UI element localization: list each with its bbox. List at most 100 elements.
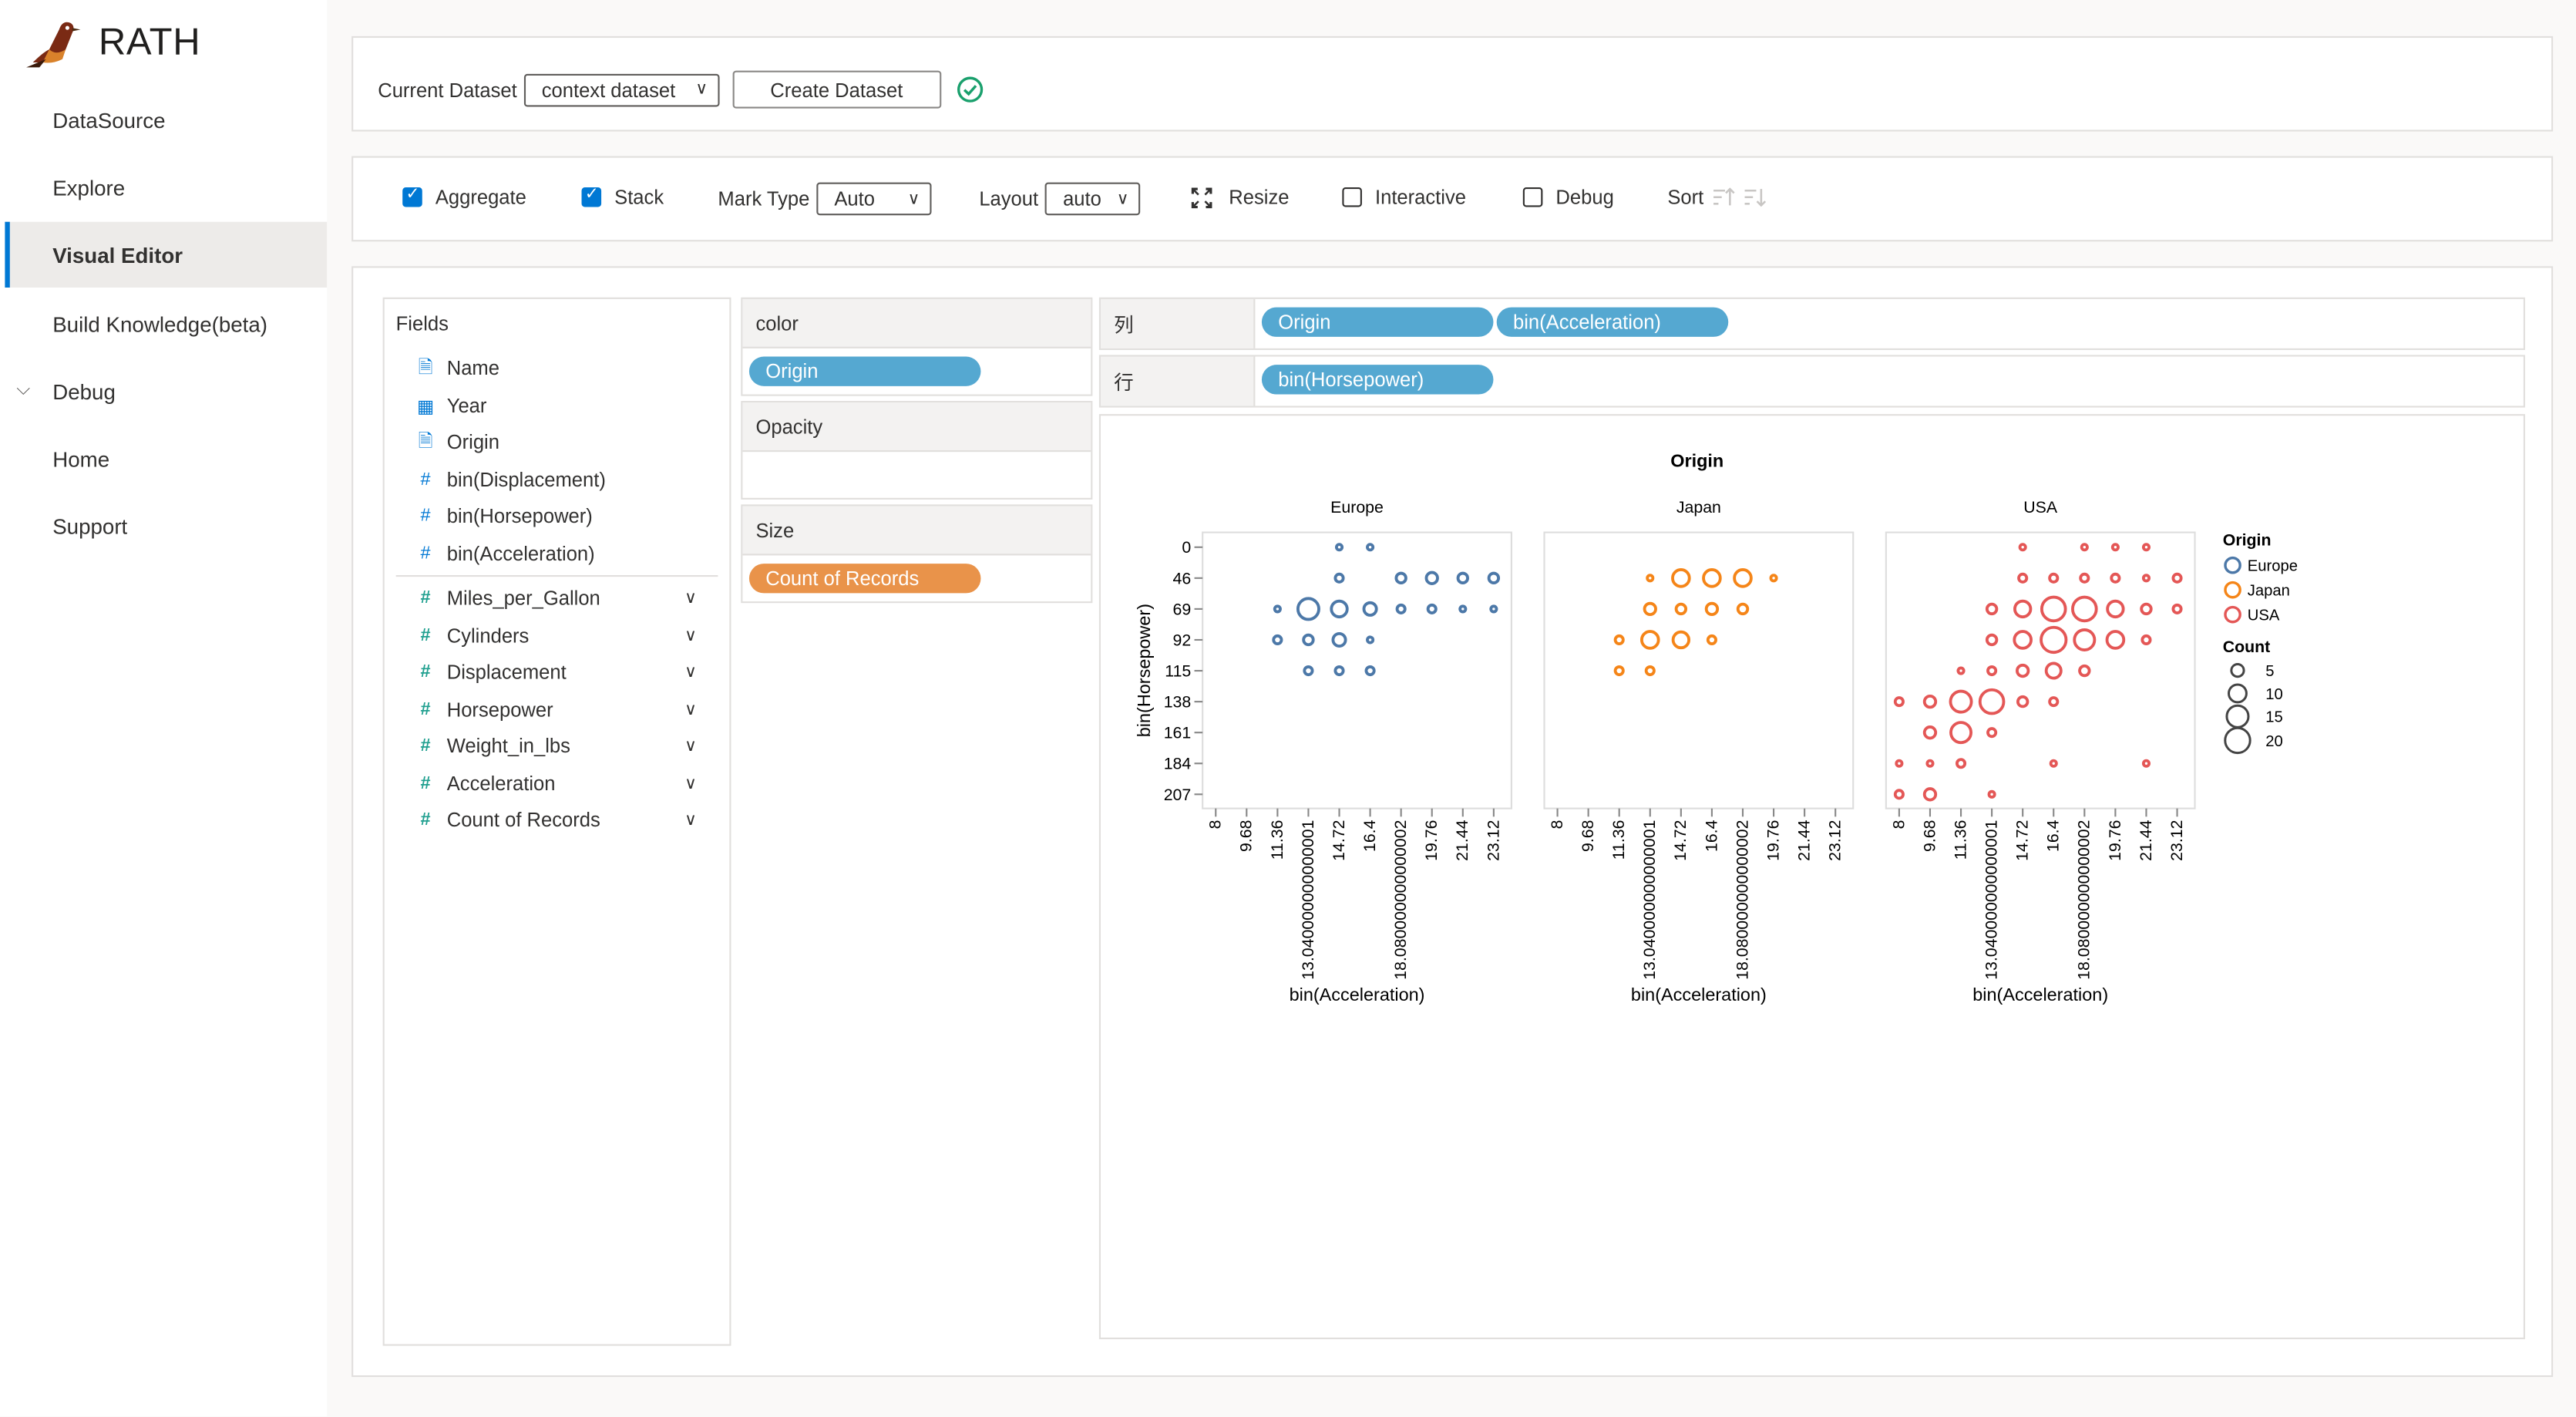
faceted-scatter-chart: Origin Europe 0 46 69 92 115 138 161 184 207 bin(Ho… [1134, 450, 2298, 1005]
debug-toggle[interactable]: Debug [1522, 185, 1614, 209]
columns-field-pill[interactable]: Origin [1261, 307, 1494, 337]
resize-button[interactable]: Resize [1191, 186, 1289, 209]
mark-type-select[interactable]: Auto ∨ [816, 182, 932, 216]
nav-build-knowledge[interactable]: Build Knowledge(beta) [5, 291, 327, 356]
scatter-point [1458, 604, 1468, 614]
sort-ascending-icon[interactable] [1712, 187, 1735, 207]
x-tick-label: 14.72 [2013, 820, 2032, 861]
chevron-down-icon[interactable]: ∨ [684, 774, 697, 793]
chevron-down-icon[interactable]: ∨ [684, 736, 697, 756]
dataset-label: Current Dataset [378, 78, 517, 102]
scatter-point [1487, 571, 1501, 585]
field-item[interactable]: # bin(Horsepower) [414, 500, 593, 533]
nav-debug[interactable]: ⌵ Debug [5, 358, 327, 424]
facet-title: Europe [1330, 498, 1384, 517]
scatter-point [1733, 568, 1753, 588]
scatter-point [1925, 759, 1935, 768]
field-item[interactable]: 🗎 Name [414, 352, 499, 385]
y-tick-label: 138 [1164, 693, 1192, 712]
rows-field-pill[interactable]: bin(Horsepower) [1261, 365, 1494, 395]
aggregate-label: Aggregate [435, 185, 526, 209]
scatter-point [1985, 633, 1999, 647]
expand-icon [1191, 187, 1212, 208]
x-tick-label: 23.12 [1826, 820, 1845, 861]
field-item[interactable]: # Acceleration ∨ [414, 767, 729, 800]
scatter-point [1613, 634, 1625, 646]
field-item[interactable]: # Miles_per_Gallon ∨ [414, 582, 729, 615]
x-tick-label: 8 [1889, 820, 1908, 830]
nav-support[interactable]: Support [5, 493, 327, 558]
field-item[interactable]: # Cylinders ∨ [414, 620, 729, 653]
columns-shelf[interactable]: 列 Origin bin(Acceleration) [1098, 297, 2525, 350]
nav-label: Home [52, 446, 110, 471]
field-item[interactable]: # Weight_in_lbs ∨ [414, 729, 729, 762]
dataset-row: Current Dataset context dataset ∨ Create… [378, 70, 984, 109]
layout-select[interactable]: auto ∨ [1044, 182, 1141, 216]
hash-icon: # [420, 470, 431, 490]
field-item[interactable]: # Displacement ∨ [414, 655, 729, 688]
aggregate-checkbox[interactable] [402, 186, 422, 207]
facet-plot-area [1202, 531, 1512, 809]
scatter-point [1674, 602, 1688, 616]
field-item[interactable]: # bin(Displacement) [414, 463, 606, 496]
nav-datasource[interactable]: DataSource [5, 87, 327, 153]
scatter-point [2040, 625, 2068, 655]
scatter-point [1395, 603, 1407, 614]
field-item[interactable]: # bin(Acceleration) [414, 537, 595, 571]
dataset-select[interactable]: context dataset ∨ [523, 72, 719, 106]
field-item[interactable]: # Count of Records ∨ [414, 803, 729, 836]
nav-explore[interactable]: Explore [5, 154, 327, 220]
chevron-down-icon[interactable]: ∨ [684, 663, 697, 682]
doc-icon: 🗎 [418, 431, 433, 452]
stack-toggle[interactable]: Stack [581, 186, 664, 209]
scatter-point [2105, 630, 2126, 650]
size-field-pill[interactable]: Count of Records [748, 564, 981, 594]
scatter-point [1893, 696, 1905, 708]
facet-title: Japan [1676, 498, 1721, 517]
opacity-channel[interactable]: Opacity [741, 401, 1093, 500]
scatter-point [1303, 665, 1314, 677]
scatter-point [1949, 689, 1973, 714]
field-item[interactable]: 🗎 Origin [414, 426, 499, 459]
size-channel[interactable]: Size Count of Records [741, 504, 1093, 604]
scatter-point [2017, 572, 2029, 584]
field-item[interactable]: ▦ Year [414, 389, 486, 422]
scatter-point [1704, 601, 1720, 617]
scatter-point [1643, 601, 1657, 617]
chevron-down-icon[interactable]: ∨ [684, 701, 697, 719]
x-tick-label: 8 [1548, 820, 1566, 830]
color-channel[interactable]: color Origin [741, 297, 1093, 396]
scatter-point [1978, 688, 2006, 715]
interactive-checkbox[interactable] [1342, 187, 1362, 207]
columns-field-pill[interactable]: bin(Acceleration) [1496, 307, 1729, 337]
brand: RATH [23, 13, 200, 69]
chevron-down-icon[interactable]: ∨ [684, 627, 697, 645]
field-name: bin(Displacement) [446, 468, 606, 492]
debug-checkbox[interactable] [1522, 187, 1543, 207]
facet-plot-area [1885, 531, 2196, 809]
nav-visual-editor[interactable]: Visual Editor [5, 221, 328, 288]
rows-shelf[interactable]: 行 bin(Horsepower) [1098, 355, 2525, 408]
hash-icon: # [420, 506, 431, 527]
nav-home[interactable]: Home [5, 426, 327, 491]
color-field-pill[interactable]: Origin [748, 356, 981, 386]
size-channel-label: Size [742, 506, 1091, 556]
editor-panel: Fields 🗎 Name ▦ Year 🗎 Origin # bin(Displace… [351, 266, 2554, 1378]
aggregate-toggle[interactable]: Aggregate [402, 186, 526, 209]
stack-checkbox[interactable] [581, 186, 602, 207]
scatter-point [1273, 604, 1282, 614]
scatter-point [2018, 543, 2027, 552]
nav-label: Build Knowledge(beta) [52, 311, 268, 336]
chevron-down-icon[interactable]: ∨ [684, 810, 697, 830]
create-dataset-button[interactable]: Create Dataset [731, 70, 941, 109]
sort-group: Sort [1667, 186, 1767, 209]
layout-value: auto [1063, 187, 1101, 210]
debug-label: Debug [1555, 185, 1614, 209]
chevron-down-icon[interactable]: ∨ [684, 589, 697, 608]
resize-label: Resize [1229, 185, 1290, 209]
sort-descending-icon[interactable] [1743, 187, 1767, 207]
check-circle-icon [957, 76, 983, 103]
interactive-toggle[interactable]: Interactive [1342, 186, 1466, 209]
legend-label: Europe [2248, 558, 2298, 575]
field-item[interactable]: # Horsepower ∨ [414, 693, 729, 726]
